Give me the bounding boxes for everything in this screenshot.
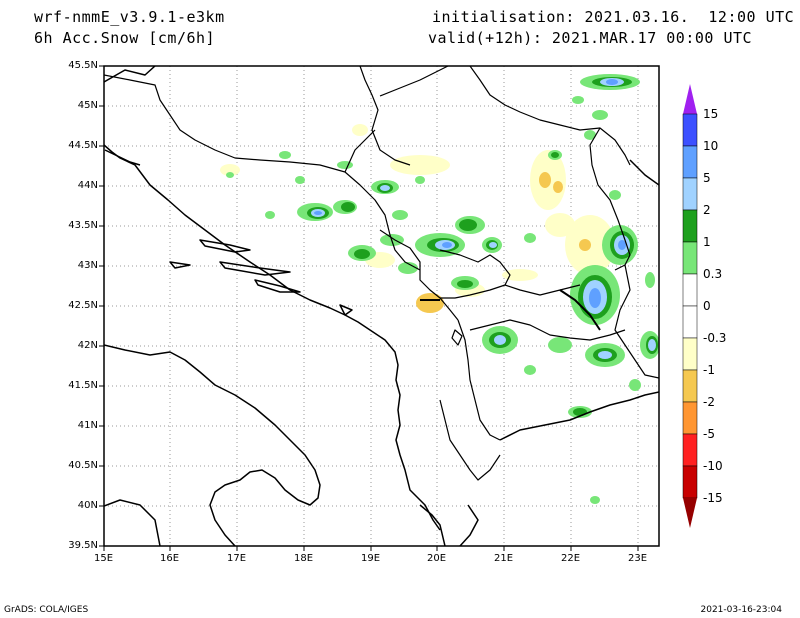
lat-label-42.5: 42.5N <box>68 300 98 311</box>
colorbar-label: 1 <box>703 235 711 249</box>
lon-label-16: 16E <box>160 553 180 564</box>
colorbar-label: -2 <box>703 395 715 409</box>
colorbar-label: 5 <box>703 171 711 185</box>
colorbar-label: -10 <box>703 459 723 473</box>
lon-label-21: 21E <box>494 553 514 564</box>
lat-label-45.5: 45.5N <box>68 60 98 71</box>
footer-credit: GrADS: COLA/IGES <box>4 605 89 615</box>
lon-label-23: 23E <box>628 553 648 564</box>
lon-label-22: 22E <box>561 553 581 564</box>
snow-field <box>220 74 659 504</box>
colorbar-label: -1 <box>703 363 715 377</box>
lon-label-18: 18E <box>294 553 314 564</box>
lat-label-39.5: 39.5N <box>68 540 98 551</box>
lat-label-45: 45N <box>77 100 98 111</box>
lat-label-42: 42N <box>77 340 98 351</box>
colorbar-label: -5 <box>703 427 715 441</box>
valid-time: valid(+12h): 2021.MAR.17 00:00 UTC <box>428 29 753 47</box>
lat-label-44: 44N <box>77 180 98 191</box>
colorbar-label: -0.3 <box>703 331 727 345</box>
initialisation-time: initialisation: 2021.03.16. 12:00 UTC <box>432 8 795 26</box>
colorbar-label: 0 <box>703 299 711 313</box>
colorbar-label: 0.3 <box>703 267 723 281</box>
lon-label-20: 20E <box>427 553 447 564</box>
footer-timestamp: 2021-03-16-23:04 <box>700 605 783 615</box>
colorbar-label: 15 <box>703 107 719 121</box>
coastlines <box>104 66 659 546</box>
lat-label-43.5: 43.5N <box>68 220 98 231</box>
colorbar-label: -15 <box>703 491 723 505</box>
colorbar-bottom-arrow <box>683 498 697 528</box>
lat-label-41: 41N <box>77 420 98 431</box>
model-name: wrf-nmmE_v3.9.1-e3km <box>34 8 225 26</box>
colorbar-label: 10 <box>703 139 719 153</box>
lat-label-40.5: 40.5N <box>68 460 98 471</box>
lat-label-41.5: 41.5N <box>68 380 98 391</box>
field-name: 6h Acc.Snow [cm/6h] <box>34 29 216 47</box>
lat-label-40: 40N <box>77 500 98 511</box>
lat-label-44.5: 44.5N <box>68 140 98 151</box>
country-borders <box>104 66 659 481</box>
lon-label-17: 17E <box>227 553 247 564</box>
colorbar-label: 2 <box>703 203 711 217</box>
colorbar-top-arrow <box>683 84 697 114</box>
lon-label-15: 15E <box>94 553 114 564</box>
lon-label-19: 19E <box>361 553 381 564</box>
lat-label-43: 43N <box>77 260 98 271</box>
colorbar <box>682 84 698 528</box>
